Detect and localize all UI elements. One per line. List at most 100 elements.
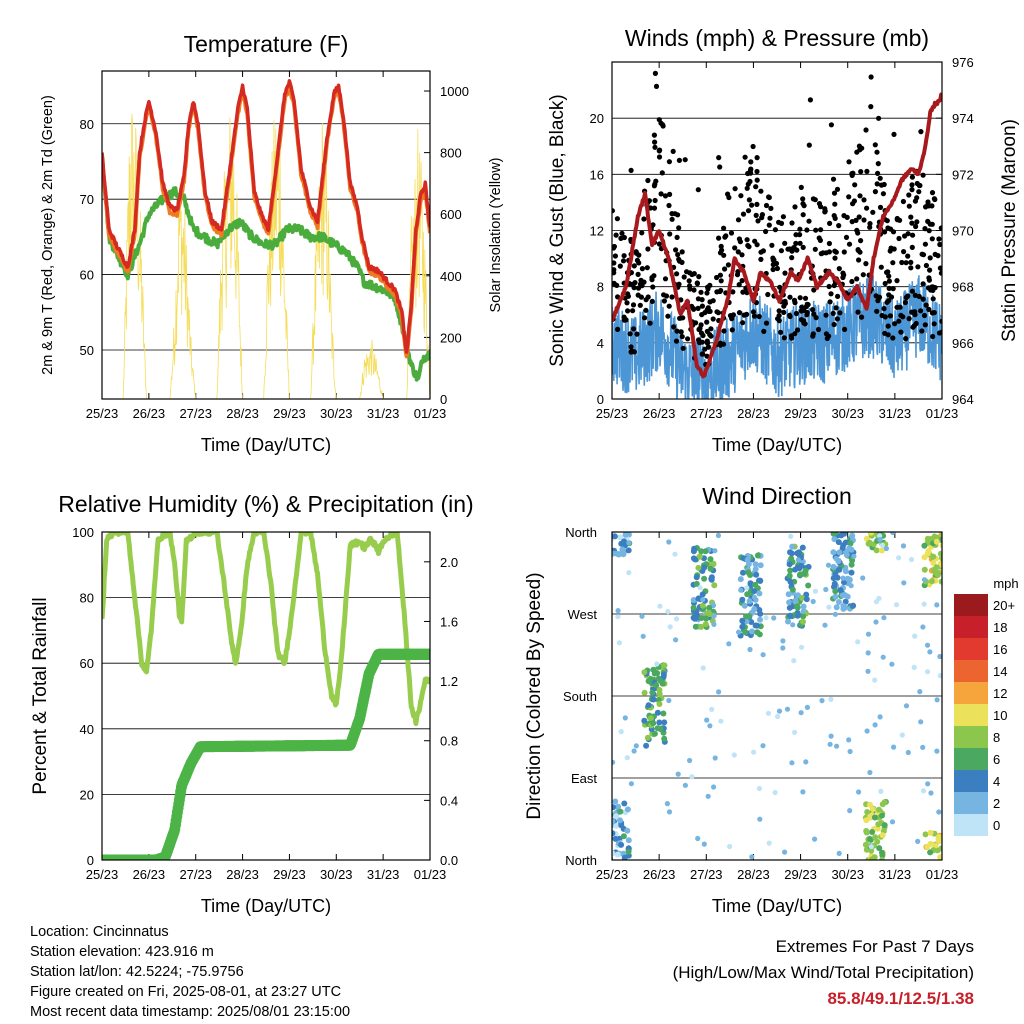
colorbar-label: 0 bbox=[993, 818, 1000, 833]
y-tick-label: South bbox=[563, 689, 597, 704]
chart-title: Temperature (F) bbox=[184, 31, 349, 57]
gust-point bbox=[749, 202, 755, 208]
gust-point bbox=[679, 249, 685, 255]
direction-point bbox=[787, 612, 794, 619]
gust-point bbox=[849, 172, 855, 178]
gust-point bbox=[666, 303, 672, 309]
y2-tick-label: 800 bbox=[440, 146, 462, 161]
gust-point bbox=[894, 217, 900, 223]
direction-point bbox=[786, 572, 793, 579]
y2-tick-label: 0.8 bbox=[440, 734, 458, 749]
plot-frame bbox=[101, 70, 431, 400]
y-axis-label: Direction (Colored By Speed) bbox=[524, 572, 545, 819]
direction-point bbox=[699, 591, 706, 598]
gust-point bbox=[800, 212, 806, 218]
gust-point bbox=[758, 188, 764, 194]
plot-frame bbox=[611, 531, 943, 861]
gust-point bbox=[754, 201, 760, 207]
gust-point bbox=[652, 139, 658, 145]
direction-point bbox=[698, 623, 705, 630]
gust-point bbox=[642, 315, 648, 321]
gust-point bbox=[696, 326, 702, 333]
gust-point bbox=[747, 178, 753, 185]
y2-tick-label: 1.2 bbox=[440, 674, 458, 689]
gust-point bbox=[861, 197, 867, 203]
direction-point bbox=[641, 689, 648, 696]
direction-point bbox=[690, 604, 697, 611]
direction-point bbox=[667, 624, 673, 630]
gust-point bbox=[666, 159, 673, 165]
gust-point bbox=[678, 329, 684, 335]
gust-point bbox=[766, 194, 772, 201]
direction-point bbox=[654, 709, 661, 716]
gust-point bbox=[905, 293, 911, 299]
y-tick-label: 60 bbox=[80, 656, 94, 671]
gust-point bbox=[707, 282, 713, 288]
direction-point bbox=[751, 606, 758, 613]
gust-point bbox=[795, 327, 801, 333]
direction-point bbox=[737, 576, 744, 583]
gust-point bbox=[886, 278, 893, 284]
colorbar-title: mph bbox=[993, 576, 1018, 591]
direction-point bbox=[625, 837, 632, 844]
direction-point bbox=[792, 729, 798, 735]
colorbar-label: 14 bbox=[993, 664, 1007, 679]
direction-point bbox=[877, 533, 883, 539]
gust-point bbox=[832, 201, 838, 207]
y2-tick-label: 968 bbox=[952, 280, 974, 295]
gust-point bbox=[699, 351, 705, 357]
direction-point bbox=[832, 593, 839, 600]
gust-point bbox=[699, 303, 706, 309]
direction-point bbox=[891, 744, 897, 750]
direction-point bbox=[789, 760, 795, 766]
direction-point bbox=[743, 618, 750, 625]
gust-point bbox=[718, 278, 724, 284]
direction-point bbox=[704, 717, 710, 723]
gust-point bbox=[882, 280, 888, 287]
direction-point bbox=[836, 566, 843, 573]
gust-point bbox=[716, 235, 722, 241]
gust-point bbox=[801, 320, 807, 326]
gust-point bbox=[645, 177, 651, 184]
direction-point bbox=[786, 561, 793, 568]
gust-point bbox=[679, 334, 685, 340]
gust-point bbox=[822, 209, 828, 215]
direction-point bbox=[875, 806, 882, 813]
direction-point bbox=[826, 604, 832, 610]
gust-point bbox=[903, 260, 909, 266]
temp-2m-line bbox=[102, 79, 430, 354]
gust-point bbox=[864, 168, 870, 174]
gust-point bbox=[741, 312, 747, 318]
gust-point bbox=[652, 181, 658, 187]
gust-point bbox=[641, 216, 647, 222]
direction-point bbox=[917, 689, 923, 695]
gust-point bbox=[782, 240, 788, 246]
direction-point bbox=[727, 843, 733, 850]
gust-point bbox=[863, 127, 869, 133]
gust-point bbox=[730, 289, 736, 295]
gust-point bbox=[923, 262, 930, 269]
direction-point bbox=[666, 809, 673, 815]
y-tick-label: North bbox=[565, 525, 597, 540]
gust-point bbox=[868, 74, 874, 80]
gust-point bbox=[831, 190, 838, 196]
gust-point bbox=[820, 250, 826, 256]
direction-point bbox=[864, 728, 870, 734]
gust-point bbox=[704, 328, 710, 334]
gust-point bbox=[686, 278, 692, 284]
gust-point bbox=[923, 302, 929, 308]
direction-point bbox=[736, 629, 742, 635]
gust-point bbox=[680, 345, 686, 351]
x-axis-label: Time (Day/UTC) bbox=[201, 435, 331, 455]
direction-point bbox=[837, 587, 844, 594]
gust-point bbox=[676, 225, 682, 231]
gust-point bbox=[859, 145, 865, 151]
gust-point bbox=[753, 184, 759, 190]
gust-point bbox=[875, 161, 881, 167]
gust-point bbox=[787, 313, 793, 320]
gust-point bbox=[625, 293, 632, 299]
direction-point bbox=[631, 748, 637, 754]
gust-point bbox=[917, 182, 923, 189]
gust-point bbox=[647, 320, 653, 326]
gust-point bbox=[800, 196, 806, 202]
